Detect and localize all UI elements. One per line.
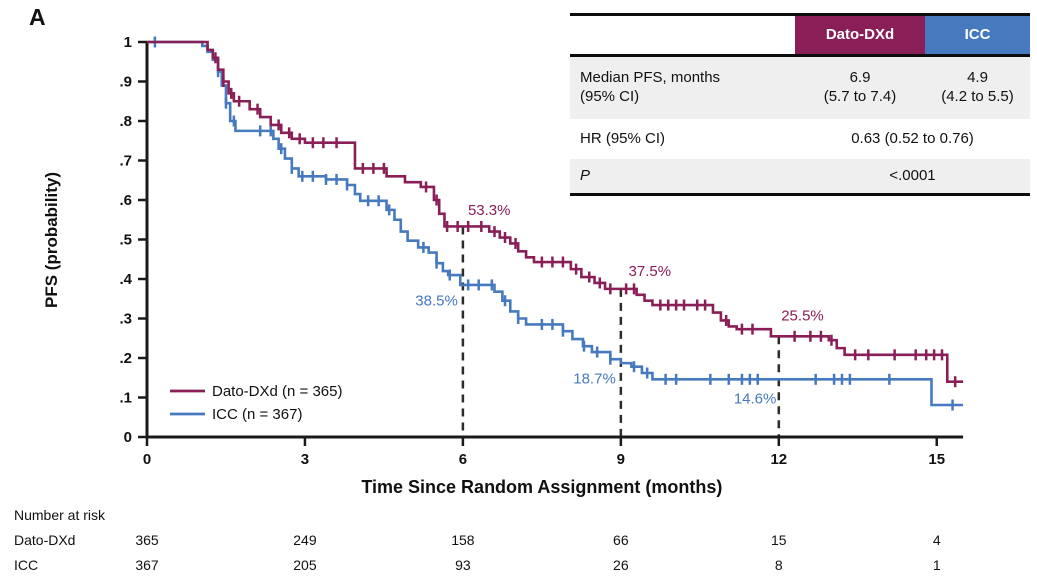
risk-value-dato-dxd-9: 66 bbox=[613, 532, 629, 548]
annotation-18.7%: 18.7% bbox=[573, 371, 616, 388]
stats-header-blank bbox=[570, 16, 795, 54]
risk-value-dato-dxd-15: 4 bbox=[932, 532, 941, 548]
x-tick-label: 12 bbox=[770, 451, 787, 468]
y-tick-label: 0 bbox=[124, 429, 132, 446]
stats-median-label: Median PFS, months (95% CI) bbox=[570, 57, 795, 119]
stats-row-hr: HR (95% CI) 0.63 (0.52 to 0.76) bbox=[570, 123, 1030, 156]
stats-median-icc-value: 4.9 (4.2 to 5.5) bbox=[925, 57, 1030, 119]
y-tick-label: .6 bbox=[119, 192, 132, 209]
x-tick-label: 15 bbox=[928, 451, 945, 468]
risk-value-dato-dxd-12: 15 bbox=[771, 532, 787, 548]
x-tick-label: 9 bbox=[617, 451, 625, 468]
y-tick-label: .8 bbox=[119, 113, 132, 130]
x-tick-label: 3 bbox=[301, 451, 309, 468]
risk-value-icc-15: 1 bbox=[932, 557, 941, 573]
risk-value-icc-12: 8 bbox=[774, 557, 783, 573]
risk-value-icc-6: 93 bbox=[455, 557, 471, 573]
annotation-53.3%: 53.3% bbox=[468, 202, 511, 219]
risk-value-icc-9: 26 bbox=[613, 557, 629, 573]
stats-median-dato-line1: 6.9 bbox=[849, 69, 871, 87]
x-tick-label: 0 bbox=[143, 451, 151, 468]
km-curve-icc bbox=[147, 40, 964, 407]
y-tick-label: .2 bbox=[119, 350, 132, 367]
y-tick-label: .5 bbox=[119, 232, 132, 249]
stats-table: Dato-DXd ICC Median PFS, months (95% CI)… bbox=[570, 13, 1030, 196]
y-tick-label: .4 bbox=[119, 271, 132, 288]
stats-median-label-line2: (95% CI) bbox=[580, 88, 640, 105]
x-tick-label: 6 bbox=[459, 451, 467, 468]
km-curve-dato bbox=[147, 40, 964, 383]
stats-p-label: P bbox=[580, 166, 591, 184]
stats-hr-label: HR (95% CI) bbox=[580, 130, 666, 148]
stats-row-p: P <.0001 bbox=[570, 159, 1030, 193]
annotation-37.5%: 37.5% bbox=[629, 263, 672, 280]
stats-median-icc-line1: 4.9 bbox=[967, 69, 988, 87]
y-tick-label: 1 bbox=[124, 34, 132, 51]
annotation-38.5%: 38.5% bbox=[415, 293, 458, 310]
annotation-14.6%: 14.6% bbox=[734, 390, 777, 407]
risk-table-title: Number at risk bbox=[14, 507, 106, 523]
risk-value-dato-dxd-3: 249 bbox=[293, 532, 317, 548]
stats-p-value: <.0001 bbox=[889, 166, 936, 184]
stats-table-header-row: Dato-DXd ICC bbox=[570, 16, 1030, 57]
legend-label-dato: Dato-DXd (n = 365) bbox=[212, 383, 342, 400]
stats-median-label-line1: Median PFS, months bbox=[580, 69, 721, 87]
risk-row-label-dato: Dato-DXd bbox=[14, 532, 76, 548]
y-tick-label: .7 bbox=[119, 153, 132, 170]
stats-median-dato-value: 6.9 (5.7 to 7.4) bbox=[795, 57, 925, 119]
stats-row-median: Median PFS, months (95% CI) 6.9 (5.7 to … bbox=[570, 57, 1030, 119]
legend-label-icc: ICC (n = 367) bbox=[212, 406, 302, 423]
stats-header-icc: ICC bbox=[925, 16, 1030, 54]
panel-label: A bbox=[29, 4, 46, 30]
y-tick-label: .3 bbox=[119, 311, 132, 328]
risk-row-label-icc: ICC bbox=[14, 557, 39, 573]
stats-hr-value: 0.63 (0.52 to 0.76) bbox=[851, 130, 974, 148]
x-axis-title: Time Since Random Assignment (months) bbox=[361, 477, 722, 497]
risk-value-dato-dxd-6: 158 bbox=[451, 532, 475, 548]
stats-header-dato: Dato-DXd bbox=[795, 16, 925, 54]
risk-value-icc-3: 205 bbox=[293, 557, 317, 573]
y-tick-label: .9 bbox=[119, 74, 132, 91]
annotation-25.5%: 25.5% bbox=[781, 307, 824, 324]
risk-value-icc-0: 367 bbox=[135, 557, 159, 573]
y-tick-label: .1 bbox=[119, 390, 132, 407]
stats-median-dato-line2: (5.7 to 7.4) bbox=[823, 88, 897, 105]
y-axis-title: PFS (probability) bbox=[42, 172, 61, 308]
risk-value-dato-dxd-0: 365 bbox=[135, 532, 159, 548]
stats-median-icc-line2: (4.2 to 5.5) bbox=[941, 88, 1014, 105]
